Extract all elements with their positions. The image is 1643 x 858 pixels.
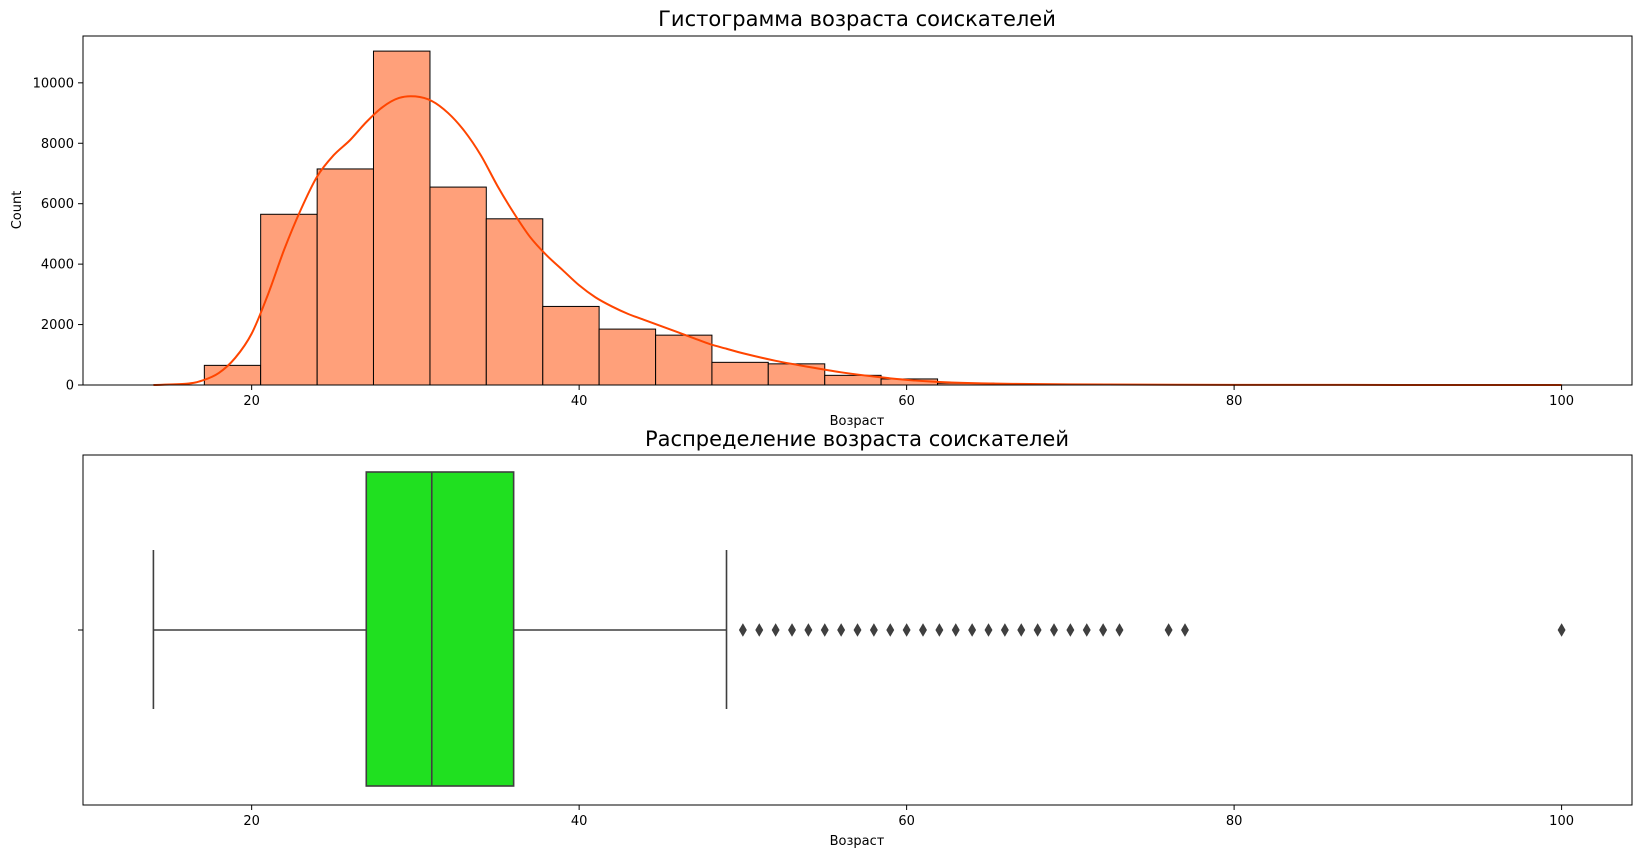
kde-curve: [153, 95, 1562, 386]
outlier-marker: [820, 623, 829, 637]
boxplot-x-axis-label: Возраст: [830, 834, 885, 849]
boxplot-title: Распределение возраста соискателей: [645, 427, 1069, 451]
x-tick-label: 80: [1226, 394, 1243, 409]
histogram-y-ticks: 0 2000 4000 6000 8000 10000: [33, 76, 83, 394]
boxplot-panel: Распределение возраста соискателей 20 40 6…: [78, 427, 1633, 849]
boxplot-x-ticks: 20 40 60 80 100: [243, 805, 1574, 829]
y-tick-label: 8000: [41, 137, 74, 152]
histogram-bar: [485, 218, 544, 386]
outlier-marker: [1000, 623, 1009, 637]
histogram-bar: [711, 361, 769, 386]
histogram-bar: [203, 364, 262, 386]
x-tick-label: 60: [898, 394, 915, 409]
histogram-bar: [372, 50, 431, 386]
x-tick-label: 20: [243, 814, 260, 829]
outlier-marker: [1017, 623, 1026, 637]
histogram-bar: [598, 328, 657, 386]
histogram-x-ticks: 20 40 60 80 100: [243, 385, 1574, 409]
outlier-marker: [886, 623, 895, 637]
histogram-bar: [767, 363, 826, 386]
histogram-bar: [542, 305, 600, 386]
outlier-marker: [1115, 623, 1124, 637]
outlier-marker: [951, 623, 960, 637]
outlier-marker: [738, 623, 747, 637]
y-tick-label: 0: [66, 379, 74, 394]
outlier-marker: [935, 623, 944, 637]
outlier-marker: [788, 623, 796, 637]
x-tick-label: 60: [898, 814, 915, 829]
x-tick-label: 40: [571, 394, 588, 409]
interquartile-box: [365, 471, 515, 787]
x-tick-label: 80: [1226, 814, 1243, 829]
histogram-x-axis-label: Возраст: [830, 414, 885, 429]
y-tick-label: 4000: [41, 258, 74, 273]
outlier-marker: [1066, 623, 1075, 637]
outlier-marker: [919, 623, 927, 637]
y-tick-label: 10000: [33, 76, 74, 91]
x-tick-label: 100: [1549, 814, 1574, 829]
boxplot-elements: [152, 471, 1566, 787]
outlier-marker: [853, 623, 862, 637]
histogram-bar: [260, 213, 318, 386]
outlier-marker: [1033, 623, 1042, 637]
outlier-marker: [1164, 623, 1173, 637]
y-tick-label: 2000: [41, 318, 74, 333]
outlier-marker: [984, 623, 993, 637]
outlier-marker: [804, 623, 813, 637]
outlier-marker: [837, 623, 846, 637]
outlier-marker: [869, 623, 878, 637]
histogram-plot-frame: [82, 35, 1633, 386]
outlier-marker: [1181, 623, 1189, 637]
outlier-marker: [1557, 623, 1566, 637]
outlier-marker: [902, 623, 911, 637]
x-tick-label: 100: [1549, 394, 1574, 409]
x-tick-label: 40: [571, 814, 588, 829]
y-tick-label: 6000: [41, 197, 74, 212]
histogram-bar: [429, 186, 487, 386]
outlier-marker: [968, 623, 977, 637]
histogram-y-axis-label: Count: [10, 191, 25, 230]
outlier-marker: [755, 623, 764, 637]
outlier-marker: [1050, 623, 1058, 637]
histogram-bars: [203, 50, 1563, 386]
outlier-marker: [1099, 623, 1108, 637]
outlier-marker: [771, 623, 780, 637]
histogram-panel: Гистограмма возраста соискателей 20 40 60 8…: [10, 7, 1633, 429]
outlier-marker: [1082, 623, 1091, 637]
histogram-title: Гистограмма возраста соискателей: [658, 7, 1056, 31]
histogram-bar: [655, 334, 713, 386]
x-tick-label: 20: [243, 394, 260, 409]
histogram-bar: [316, 168, 374, 386]
